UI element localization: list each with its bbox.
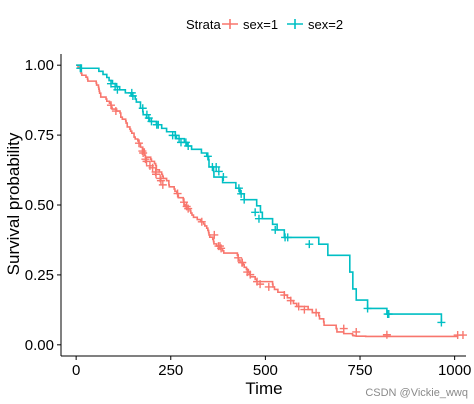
censor-mark (352, 327, 361, 336)
censor-mark (203, 152, 212, 161)
censor-mark (106, 79, 115, 88)
censor-mark (271, 225, 280, 234)
censor-mark (254, 214, 263, 223)
censor-mark (217, 244, 226, 253)
censor-mark (339, 324, 348, 333)
censor-mark (300, 305, 309, 314)
watermark: CSDN @Vickie_wwq (365, 387, 468, 399)
censor-mark (237, 189, 246, 198)
censor-mark (219, 173, 228, 182)
censor-mark (305, 240, 314, 249)
x-tick-label: 500 (253, 362, 278, 379)
censor-mark (138, 147, 147, 156)
censor-mark (128, 91, 137, 100)
censor-mark (312, 308, 321, 317)
censor-mark (382, 330, 391, 339)
censor-mark (280, 291, 289, 300)
x-tick-label: 250 (158, 362, 183, 379)
censor-mark (264, 282, 273, 291)
censor-mark (197, 217, 206, 226)
censor-mark (212, 162, 221, 171)
censor-mark (234, 184, 243, 193)
y-tick-label: 0.00 (25, 337, 54, 354)
censor-mark (139, 148, 148, 157)
censor-mark (234, 253, 243, 262)
censor-mark (142, 157, 151, 166)
censor-mark (138, 104, 147, 113)
censor-mark (147, 117, 156, 126)
censor-mark (214, 167, 223, 176)
legend-label: sex=1 (243, 17, 278, 32)
censor-mark (286, 296, 295, 305)
series-sex-2 (76, 64, 446, 327)
censor-mark (154, 120, 163, 129)
censor-mark (173, 189, 182, 198)
censor-mark (106, 101, 115, 110)
legend-key (287, 19, 303, 29)
censor-mark (256, 280, 265, 289)
x-tick-label: 750 (348, 362, 373, 379)
censor-mark (77, 64, 86, 73)
censor-mark (152, 170, 161, 179)
legend-key (222, 19, 238, 29)
y-tick-label: 0.25 (25, 267, 54, 284)
censor-mark (437, 318, 446, 327)
censor-mark (175, 134, 184, 143)
legend-label: sex=2 (308, 17, 343, 32)
legend-title: Strata (186, 17, 221, 32)
censor-mark (210, 230, 219, 239)
censor-mark (246, 270, 255, 279)
y-axis-title: Survival probability (4, 132, 23, 275)
censor-mark (134, 139, 143, 148)
censor-mark (113, 85, 122, 94)
censor-mark (283, 233, 292, 242)
y-tick-label: 0.50 (25, 197, 54, 214)
censor-mark (458, 331, 467, 340)
legend: Strata sex=1 sex=2 (186, 17, 343, 32)
censor-mark (111, 107, 120, 116)
y-tick-label: 0.75 (25, 127, 54, 144)
censor-mark (294, 302, 303, 311)
censor-mark (251, 208, 260, 217)
censor-mark (148, 163, 157, 172)
x-tick-label: 0 (72, 362, 80, 379)
plot-area: 0 250 500 750 1000 0.00 0.25 0.50 0.75 1.00 (25, 54, 471, 379)
censor-mark (184, 204, 193, 213)
legend-item: sex=1 (222, 17, 278, 32)
censor-mark (156, 176, 165, 185)
censor-mark (363, 304, 372, 313)
y-tick-label: 1.00 (25, 57, 54, 74)
censor-mark (184, 141, 193, 150)
censor-mark (238, 258, 247, 267)
series-sex-2-step-line (76, 64, 443, 323)
series-sex-1 (76, 64, 467, 340)
censor-mark (158, 180, 167, 189)
x-tick-label: 1000 (438, 362, 471, 379)
x-axis-title: Time (245, 379, 282, 398)
censor-mark (240, 195, 249, 204)
series-sex-1-step-line (76, 64, 459, 338)
legend-item: sex=2 (287, 17, 343, 32)
censor-mark (384, 310, 393, 319)
censor-mark (180, 198, 189, 207)
